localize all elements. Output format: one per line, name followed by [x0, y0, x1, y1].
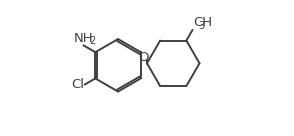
Text: NH: NH [74, 32, 93, 45]
Text: 3: 3 [198, 21, 204, 31]
Text: Cl: Cl [71, 78, 84, 91]
Text: O: O [139, 51, 149, 64]
Text: CH: CH [193, 16, 212, 29]
Text: 2: 2 [89, 36, 95, 46]
